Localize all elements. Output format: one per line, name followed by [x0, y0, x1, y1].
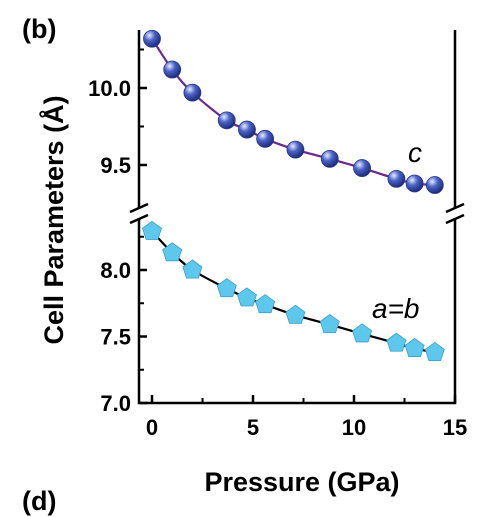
data-point-ab	[216, 278, 237, 298]
data-point-c	[256, 129, 275, 148]
x-tick-label: 10	[342, 415, 366, 440]
x-tick-label: 5	[247, 415, 259, 440]
panel-label-d: (d)	[22, 486, 57, 516]
y-axis-break-mark-right	[445, 202, 465, 225]
panel-label-b: (b)	[22, 14, 57, 44]
data-point-ab	[182, 259, 203, 279]
data-point-ab	[404, 337, 425, 357]
y-tick-label: 9.5	[100, 153, 131, 178]
labels: Pressure (GPa) Cell Parameters (Å) c a=b	[38, 95, 422, 497]
data-point-c	[143, 29, 161, 48]
x-tick-label: 0	[146, 415, 158, 440]
data-point-ab	[236, 287, 257, 307]
x-axis-title: Pressure (GPa)	[204, 467, 399, 497]
y-tick-label: 10.0	[88, 76, 131, 101]
data-point-ab	[319, 314, 340, 334]
data-markers	[142, 29, 445, 361]
data-point-c	[217, 111, 236, 130]
axes	[129, 30, 465, 405]
series-label-c: c	[408, 137, 422, 168]
data-point-ab	[285, 304, 306, 324]
y-axis-break-mark-left	[129, 202, 149, 225]
data-point-ab	[424, 341, 445, 361]
data-point-ab	[142, 220, 162, 240]
y-tick-label: 7.5	[100, 325, 131, 350]
fit-line-ab	[151, 230, 436, 354]
data-point-c	[163, 60, 182, 79]
ticks: 0 5 10 15 7.0 7.5 8.0 9.5 10.0	[88, 48, 467, 440]
x-tick-label: 15	[443, 415, 467, 440]
fit-line-c	[151, 38, 435, 187]
data-point-ab	[386, 332, 407, 352]
y-tick-label: 7.0	[100, 391, 131, 416]
y-tick-label: 8.0	[100, 258, 131, 283]
data-point-ab	[352, 323, 373, 343]
data-point-c	[405, 174, 424, 193]
data-point-c	[286, 140, 305, 159]
data-point-c	[353, 159, 371, 177]
axis-frame-lower	[137, 219, 457, 405]
data-point-ab	[255, 294, 276, 314]
data-point-c	[320, 149, 339, 168]
data-point-c	[387, 169, 406, 188]
series-label-ab: a=b	[372, 293, 420, 324]
data-point-c	[183, 83, 202, 102]
data-point-c	[425, 176, 444, 194]
y-axis-title: Cell Parameters (Å)	[38, 95, 69, 344]
data-point-ab	[162, 242, 183, 262]
data-point-c	[238, 120, 256, 139]
